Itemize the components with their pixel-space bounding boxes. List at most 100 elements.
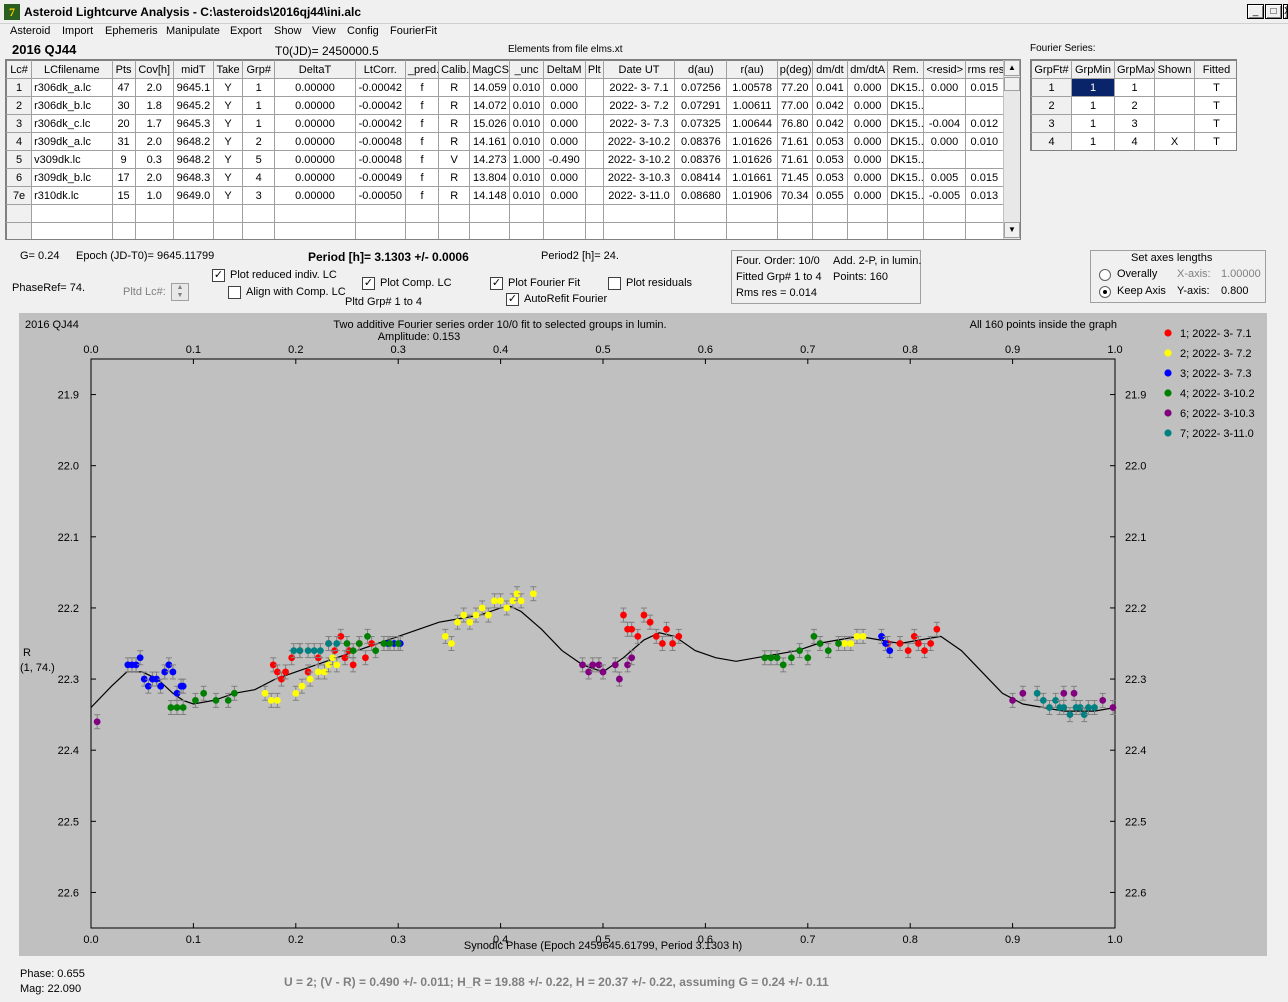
lc-row[interactable]: 5 v309dk.lc 9 0.3 9648.2 Y 5 0.00000 -0.00048 f V 1…	[6, 150, 1005, 169]
lc-cell[interactable]: V	[438, 150, 471, 169]
lc-cell[interactable]	[438, 204, 471, 223]
lc-cell[interactable]: v309dk.lc	[31, 150, 113, 169]
lc-row[interactable]: 2 r306dk_b.lc 30 1.8 9645.2 Y 1 0.00000 -0.00042…	[6, 96, 1005, 115]
lc-cell[interactable]: 1.01661	[726, 168, 778, 187]
lc-header[interactable]: Cov[h]	[135, 60, 174, 79]
lc-cell[interactable]: 71.61	[777, 150, 813, 169]
lc-cell[interactable]: 13.804	[469, 168, 511, 187]
fourier-cell[interactable]: 4	[1031, 132, 1072, 150]
lc-cell[interactable]	[585, 78, 604, 97]
lc-cell[interactable]: 0.000	[847, 114, 889, 133]
lc-cell[interactable]: 1.7	[135, 114, 174, 133]
lc-cell[interactable]: 0.000	[847, 96, 889, 115]
fourier-cell[interactable]: 1	[1071, 78, 1115, 97]
menu-config[interactable]: Config	[347, 25, 379, 37]
lc-cell[interactable]: 0.010	[509, 96, 544, 115]
lc-cell[interactable]: 1	[242, 78, 276, 97]
lc-cell[interactable]: 0.012	[965, 114, 1005, 133]
lc-cell[interactable]: f	[405, 96, 440, 115]
lc-cell[interactable]: 0.000	[847, 78, 889, 97]
lc-cell[interactable]	[355, 204, 406, 223]
lc-cell[interactable]: r309dk_a.lc	[31, 132, 113, 151]
scroll-up-arrow-icon[interactable]: ▲	[1004, 60, 1020, 76]
lc-header[interactable]: Pts	[112, 60, 136, 79]
lc-cell[interactable]	[242, 204, 276, 223]
lc-cell[interactable]: Y	[213, 96, 244, 115]
lc-cell[interactable]	[965, 150, 1005, 169]
lc-cell[interactable]: 0.00000	[274, 168, 356, 187]
lc-cell[interactable]: 0.00000	[274, 78, 356, 97]
lc-cell[interactable]	[173, 222, 215, 239]
lc-cell[interactable]	[274, 204, 356, 223]
lc-cell[interactable]: 5	[6, 150, 33, 169]
lc-cell[interactable]: 1.01906	[726, 186, 778, 205]
lc-cell[interactable]: 1.8	[135, 96, 174, 115]
lc-cell[interactable]: -0.00042	[355, 114, 406, 133]
lc-cell[interactable]	[585, 150, 604, 169]
lc-cell[interactable]	[923, 150, 966, 169]
lc-cell[interactable]: -0.00050	[355, 186, 406, 205]
menu-view[interactable]: View	[312, 25, 336, 37]
fourier-header[interactable]: GrpMax	[1114, 60, 1155, 79]
lc-header[interactable]: LtCorr.	[355, 60, 406, 79]
fourier-cell[interactable]	[1154, 96, 1195, 115]
lc-cell[interactable]: 6	[6, 168, 33, 187]
lc-cell[interactable]: 9645.1	[173, 78, 215, 97]
lc-cell[interactable]	[674, 204, 728, 223]
lc-header[interactable]: _unc	[509, 60, 544, 79]
lc-cell[interactable]: 4	[242, 168, 276, 187]
lc-cell[interactable]: 0.005	[923, 168, 966, 187]
lc-cell[interactable]: -0.004	[923, 114, 966, 133]
lc-cell[interactable]: 4	[6, 132, 33, 151]
lightcurve-chart[interactable]: 2016 QJ44 Two additive Fourier series or…	[19, 313, 1267, 956]
lc-cell[interactable]: Y	[213, 186, 244, 205]
lc-cell[interactable]: 2022- 3- 7.1	[603, 78, 676, 97]
scroll-down-arrow-icon[interactable]: ▼	[1004, 222, 1020, 238]
lc-header[interactable]: Calib.	[438, 60, 471, 79]
lc-cell[interactable]	[112, 222, 136, 239]
lc-cell[interactable]: 2.0	[135, 78, 174, 97]
lc-cell[interactable]	[674, 222, 728, 239]
lc-row[interactable]: 7e r310dk.lc 15 1.0 9649.0 Y 3 0.00000 -0.00050 f…	[6, 186, 1005, 205]
lc-header[interactable]: dm/dt	[812, 60, 849, 79]
fourier-cell[interactable]: 1	[1071, 114, 1115, 133]
lc-cell[interactable]: 0.041	[812, 78, 849, 97]
lc-cell[interactable]	[585, 222, 604, 239]
lc-cell[interactable]: 0.000	[923, 78, 966, 97]
lc-cell[interactable]: 0.042	[812, 114, 849, 133]
lc-header[interactable]: dm/dtA	[847, 60, 889, 79]
fourier-cell[interactable]: 1	[1071, 96, 1115, 115]
plot-reduced-checkbox[interactable]: ✓	[212, 269, 225, 282]
fourier-cell[interactable]: T	[1194, 78, 1236, 97]
lc-cell[interactable]	[923, 222, 966, 239]
lc-cell[interactable]: 0.000	[543, 186, 586, 205]
lc-cell[interactable]: 0.010	[509, 168, 544, 187]
lc-cell[interactable]: 0.000	[543, 78, 586, 97]
lc-cell[interactable]: 0.000	[923, 132, 966, 151]
lc-cell[interactable]: 77.00	[777, 96, 813, 115]
lc-cell[interactable]: 47	[112, 78, 136, 97]
overally-radio[interactable]	[1099, 269, 1111, 281]
lc-cell[interactable]: DK15..	[887, 186, 925, 205]
lc-header[interactable]: Grp#	[242, 60, 276, 79]
lc-cell[interactable]: DK15..	[887, 150, 925, 169]
fourier-cell[interactable]: 1	[1071, 132, 1115, 150]
lc-cell[interactable]: -0.00042	[355, 78, 406, 97]
autorefit-checkbox[interactable]: ✓	[506, 293, 519, 306]
lc-cell[interactable]: 77.20	[777, 78, 813, 97]
lc-cell[interactable]: 0.000	[543, 114, 586, 133]
lc-row[interactable]: 3 r306dk_c.lc 20 1.7 9645.3 Y 1 0.00000 -0.00042…	[6, 114, 1005, 133]
lc-cell[interactable]	[585, 132, 604, 151]
lc-header[interactable]: midT	[173, 60, 215, 79]
lc-empty-row[interactable]	[6, 204, 1005, 223]
lc-cell[interactable]: 0.010	[509, 186, 544, 205]
fourier-cell[interactable]: 4	[1114, 132, 1155, 150]
minimize-button[interactable]: _	[1247, 4, 1264, 19]
lc-cell[interactable]	[213, 204, 244, 223]
lc-cell[interactable]	[726, 204, 778, 223]
lc-row[interactable]: 1 r306dk_a.lc 47 2.0 9645.1 Y 1 0.00000 -0.00042…	[6, 78, 1005, 97]
lc-cell[interactable]	[112, 204, 136, 223]
lc-cell[interactable]: f	[405, 186, 440, 205]
lc-cell[interactable]: 2022- 3- 7.3	[603, 114, 676, 133]
